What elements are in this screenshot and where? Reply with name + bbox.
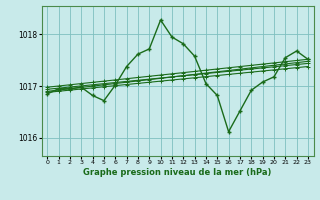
X-axis label: Graphe pression niveau de la mer (hPa): Graphe pression niveau de la mer (hPa) xyxy=(84,168,272,177)
